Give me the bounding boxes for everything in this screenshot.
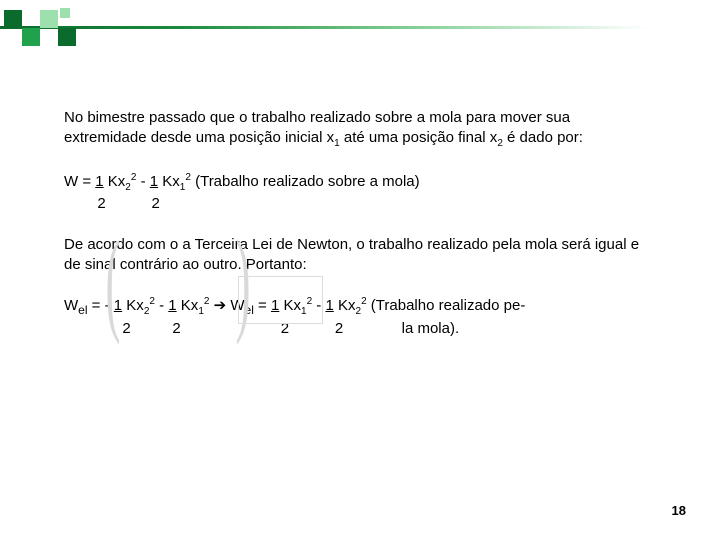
text: Kx — [334, 297, 356, 314]
text: Kx — [279, 297, 301, 314]
text: Kx — [104, 173, 126, 190]
fraction-num: 1 — [325, 297, 333, 314]
subscript: 2 — [356, 306, 362, 317]
text: 2 2 2 2 — [64, 320, 402, 337]
arrow-icon: ➔ — [209, 297, 230, 314]
slide-content: No bimestre passado que o trabalho reali… — [0, 28, 720, 339]
fraction-num: 1 — [95, 173, 103, 190]
subscript: 2 — [144, 306, 150, 317]
subscript: el — [78, 303, 87, 317]
text: - — [155, 297, 168, 314]
fraction-num: 1 — [150, 173, 158, 190]
equation-denominator-row-2: 2 2 2 2 la mola). — [64, 319, 656, 339]
decorative-square — [58, 28, 76, 46]
header-gradient-line — [0, 26, 720, 29]
text: W = — [64, 173, 95, 190]
fraction-num: 1 — [114, 297, 122, 314]
subscript: 1 — [198, 306, 204, 317]
subscript: 1 — [301, 306, 307, 317]
decorative-square — [4, 10, 22, 28]
decorative-square — [22, 28, 40, 46]
text: Kx — [122, 297, 144, 314]
text: - — [312, 297, 325, 314]
text: la mola). — [402, 320, 460, 337]
text: Kx — [158, 173, 180, 190]
equation-denominator-row: 2 2 — [64, 194, 656, 214]
slide-header — [0, 0, 720, 28]
text: = — [254, 297, 271, 314]
paragraph-newton: De acordo com o a Terceira Lei de Newton… — [64, 235, 656, 276]
equation-work-on-spring: W = 1 Kx22 - 1 Kx12 (Trabalho realizado … — [64, 171, 656, 195]
text: = - — [88, 297, 114, 314]
text: W — [230, 297, 244, 314]
subscript: el — [245, 303, 254, 317]
equation-work-by-spring: Wel = - 1 Kx22 - 1 Kx12 ➔ Wel = 1 Kx12 -… — [64, 295, 656, 319]
subscript: 1 — [180, 182, 186, 193]
text: W — [64, 297, 78, 314]
text: (Trabalho realizado sobre a mola) — [191, 173, 420, 190]
paragraph-intro: No bimestre passado que o trabalho reali… — [64, 108, 656, 151]
text: - — [136, 173, 149, 190]
text: é dado por: — [503, 129, 583, 146]
subscript: 2 — [125, 182, 131, 193]
text: até uma posição final x — [340, 129, 498, 146]
text: Kx — [177, 297, 199, 314]
text: 2 2 — [64, 195, 160, 212]
text: (Trabalho realizado pe- — [367, 297, 526, 314]
decorative-square — [60, 8, 70, 18]
decorative-square — [40, 10, 58, 28]
page-number: 18 — [672, 503, 686, 518]
fraction-num: 1 — [168, 297, 176, 314]
